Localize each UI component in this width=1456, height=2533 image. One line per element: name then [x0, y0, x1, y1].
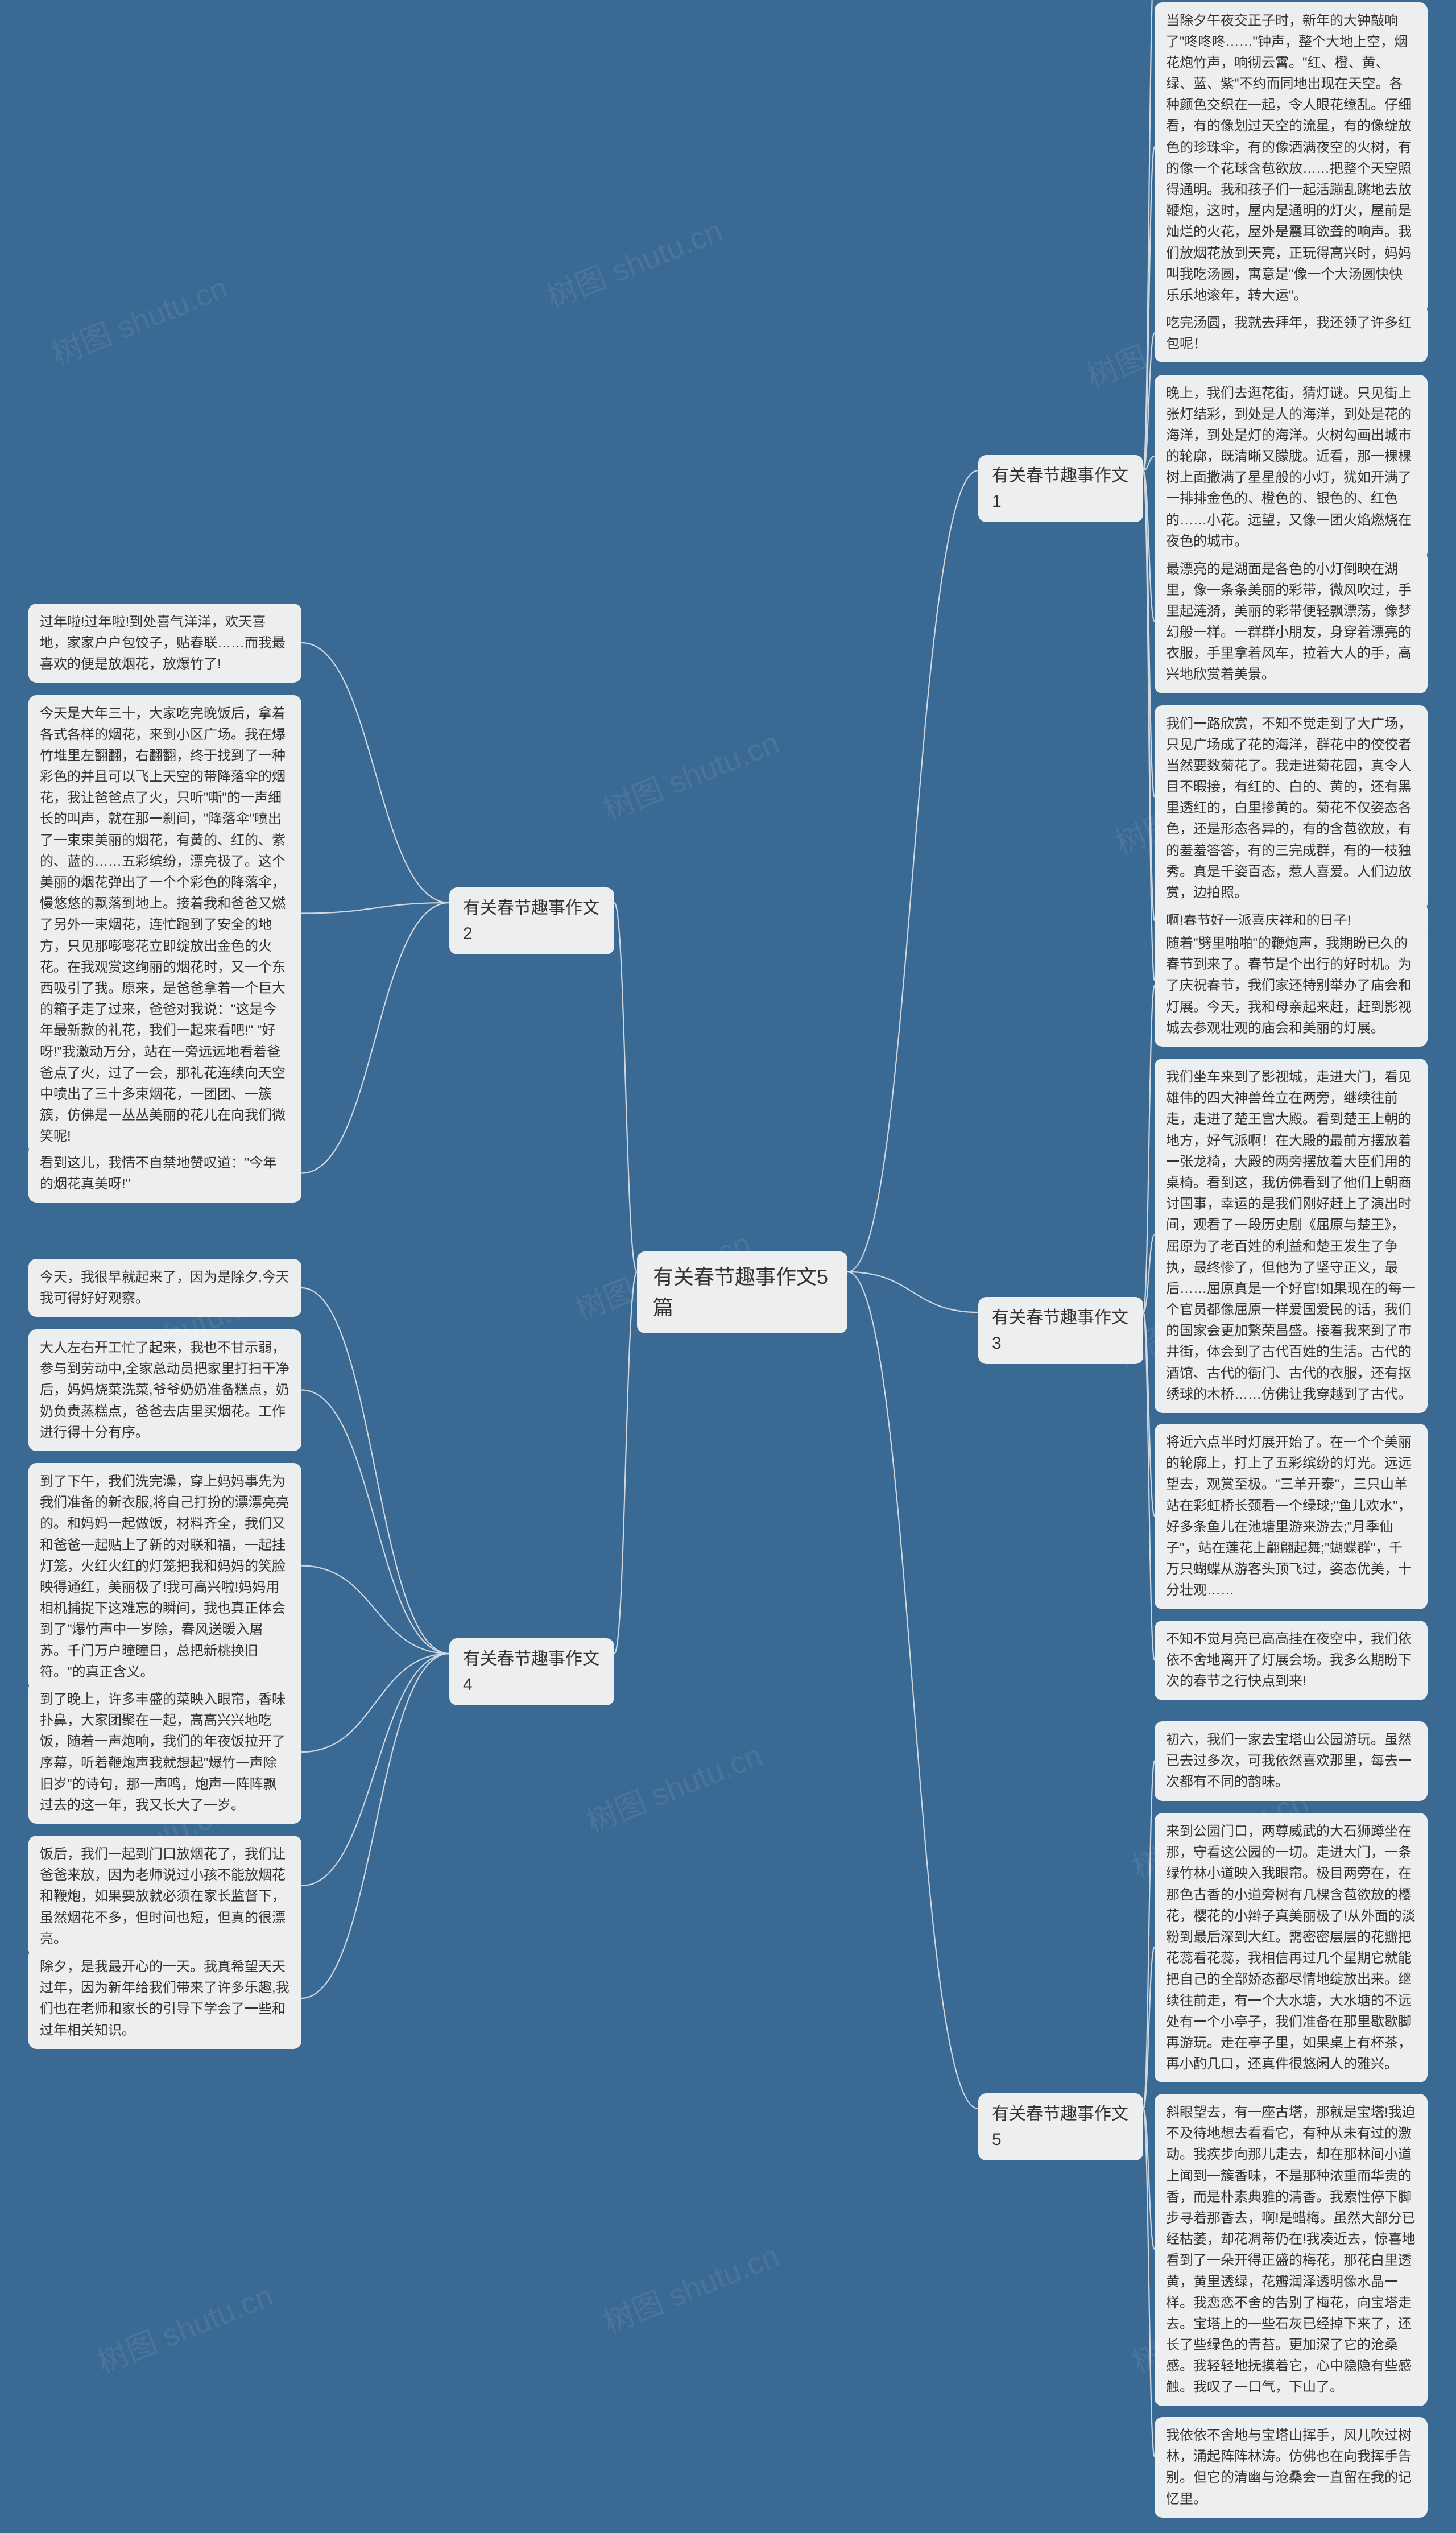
- leaf-node: 今天是大年三十，大家吃完晚饭后，拿着各式各样的烟花，来到小区广场。我在爆竹堆里左…: [28, 695, 301, 1155]
- leaf-node: 我依依不舍地与宝塔山挥手，风儿吹过树林，涌起阵阵林涛。仿佛也在向我挥手告别。但它…: [1155, 2417, 1428, 2518]
- leaf-node: 初六，我们一家去宝塔山公园游玩。虽然已去过多次，可我依然喜欢那里，每去一次都有不…: [1155, 1721, 1428, 1801]
- watermark: 树图 shutu.cn: [89, 2271, 279, 2382]
- leaf-node: 大人左右开工忙了起来，我也不甘示弱，参与到劳动中,全家总动员把家里打扫干净后，妈…: [28, 1329, 301, 1451]
- leaf-node: 过年啦!过年啦!到处喜气洋洋，欢天喜地，家家户户包饺子，贴春联……而我最喜欢的便…: [28, 604, 301, 683]
- leaf-node: 到了下午，我们洗完澡，穿上妈妈事先为我们准备的新衣服,将自己打扮的漂漂亮亮的。和…: [28, 1463, 301, 1691]
- watermark: 树图 shutu.cn: [595, 2231, 785, 2342]
- leaf-node: 今天，我很早就起来了，因为是除夕,今天我可得好好观察。: [28, 1259, 301, 1317]
- center-node: 有关春节趣事作文5篇: [637, 1251, 847, 1333]
- leaf-node: 看到这儿，我情不自禁地赞叹道："今年的烟花真美呀!": [28, 1144, 301, 1203]
- leaf-node: 斜眼望去，有一座古塔，那就是宝塔!我迫不及待地想去看看它，有种从未有过的激动。我…: [1155, 2094, 1428, 2406]
- leaf-node: 最漂亮的是湖面是各色的小灯倒映在湖里，像一条条美丽的彩带，微风吹过，手里起涟漪，…: [1155, 551, 1428, 693]
- leaf-node: 晚上，我们去逛花街，猜灯谜。只见街上张灯结彩，到处是人的海洋，到处是花的海洋，到…: [1155, 375, 1428, 560]
- leaf-node: 到了晚上，许多丰盛的菜映入眼帘，香味扑鼻，大家团聚在一起，高高兴兴地吃饭，随着一…: [28, 1681, 301, 1824]
- watermark: 树图 shutu.cn: [44, 263, 233, 374]
- leaf-node: 饭后，我们一起到门口放烟花了，我们让爸爸来放，因为老师说过小孩不能放烟花和鞭炮，…: [28, 1836, 301, 1957]
- leaf-node: 不知不觉月亮已高高挂在夜空中，我们依依不舍地离开了灯展会场。我多么期盼下次的春节…: [1155, 1621, 1428, 1700]
- branch-node-l4: 有关春节趣事作文4: [449, 1638, 614, 1705]
- leaf-node: 我们坐车来到了影视城，走进大门，看见雄伟的四大神兽耸立在两旁，继续往前走，走进了…: [1155, 1059, 1428, 1413]
- leaf-node: 当除夕午夜交正子时，新年的大钟敲响了"咚咚咚……"钟声，整个大地上空，烟花炮竹声…: [1155, 2, 1428, 315]
- watermark: 树图 shutu.cn: [578, 1730, 768, 1842]
- branch-node-r3: 有关春节趣事作文3: [978, 1297, 1143, 1364]
- branch-node-r5: 有关春节趣事作文5: [978, 2093, 1143, 2160]
- leaf-node: 除夕，是我最开心的一天。我真希望天天过年，因为新年给我们带来了许多乐趣,我们也在…: [28, 1948, 301, 2049]
- watermark: 树图 shutu.cn: [539, 206, 728, 317]
- branch-node-r1: 有关春节趣事作文1: [978, 455, 1143, 522]
- watermark: 树图 shutu.cn: [595, 718, 785, 829]
- leaf-node: 将近六点半时灯展开始了。在一个个美丽的轮廓上，打上了五彩缤纷的灯光。远远望去，观…: [1155, 1424, 1428, 1609]
- leaf-node: 我们一路欣赏，不知不觉走到了大广场，只见广场成了花的海洋，群花中的佼佼者当然要数…: [1155, 705, 1428, 912]
- leaf-node: 来到公园门口，两尊威武的大石狮蹲坐在那，守看这公园的一切。走进大门，一条绿竹林小…: [1155, 1813, 1428, 2082]
- branch-node-l2: 有关春节趣事作文2: [449, 887, 614, 954]
- leaf-node: 吃完汤圆，我就去拜年，我还领了许多红包呢！: [1155, 304, 1428, 362]
- leaf-node: 随着"劈里啪啪"的鞭炮声，我期盼已久的春节到来了。春节是个出行的好时机。为了庆祝…: [1155, 925, 1428, 1047]
